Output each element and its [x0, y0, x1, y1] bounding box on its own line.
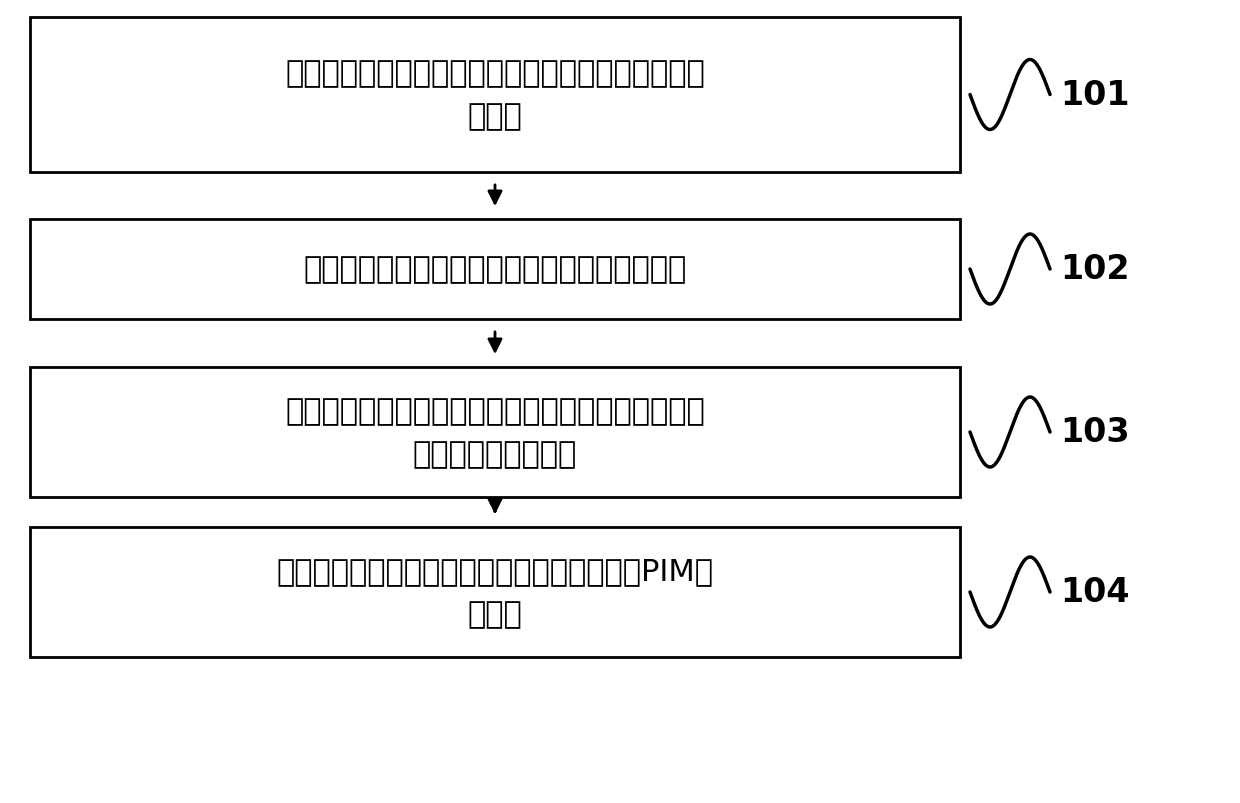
Bar: [30, 220, 960, 320]
Text: 102: 102: [1060, 253, 1130, 286]
Text: 接收天馈系统反馈的各测试信号对应的谐波信号: 接收天馈系统反馈的各测试信号对应的谐波信号: [304, 255, 687, 284]
Text: 向天馈系统至少发送两次测试信号，各测试信号的频
率不同: 向天馈系统至少发送两次测试信号，各测试信号的频 率不同: [285, 59, 704, 131]
Text: 104: 104: [1060, 576, 1130, 609]
Text: 对各测试信号的倍频信号与对应的谐波信号进行混频
处理，获得混频信号: 对各测试信号的倍频信号与对应的谐波信号进行混频 处理，获得混频信号: [285, 397, 704, 468]
Bar: [30, 528, 960, 657]
Text: 根据各测试信号的混频信息，获取天馈系统的PIM检
测结果: 根据各测试信号的混频信息，获取天馈系统的PIM检 测结果: [277, 556, 713, 628]
Bar: [30, 368, 960, 497]
Bar: [30, 18, 960, 173]
Text: 103: 103: [1060, 416, 1130, 449]
Text: 101: 101: [1060, 79, 1130, 112]
